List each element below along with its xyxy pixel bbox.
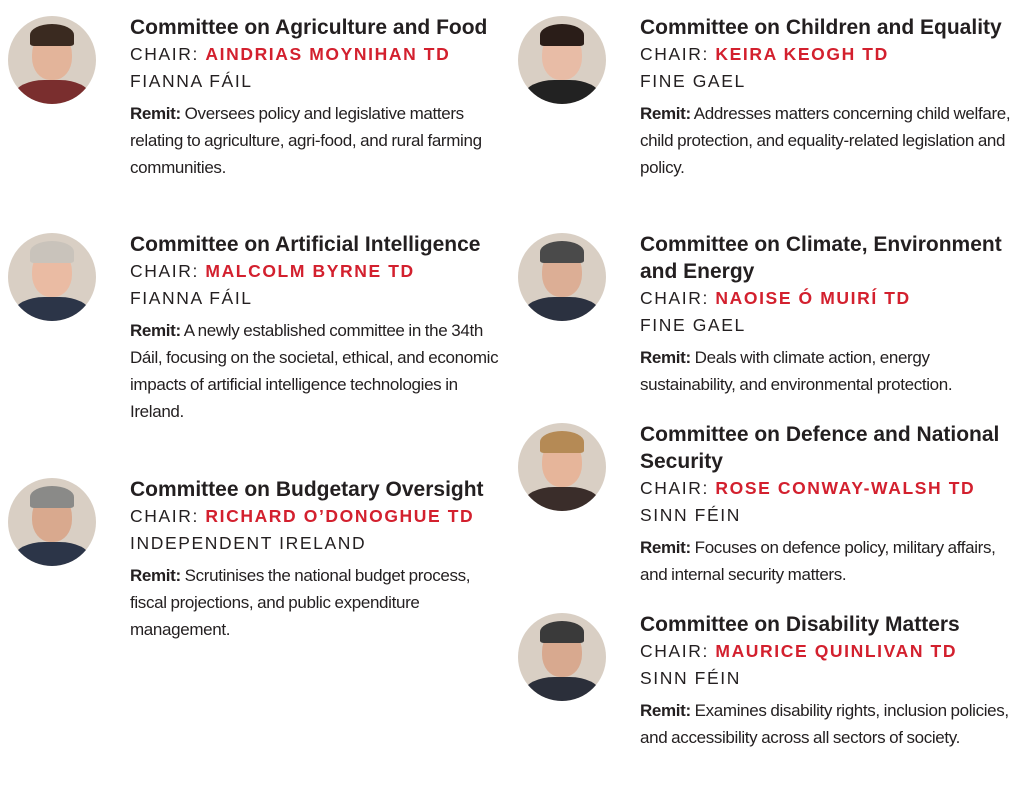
- committee-entry: Committee on Defence and National Securi…: [518, 421, 1020, 588]
- remit: Remit: Focuses on defence policy, milita…: [640, 534, 1020, 588]
- remit-text: Oversees policy and legislative matters …: [130, 104, 482, 177]
- chair-photo: [518, 233, 606, 321]
- remit: Remit: Addresses matters concerning chil…: [640, 100, 1020, 181]
- remit-text: Deals with climate action, energy sustai…: [640, 348, 953, 394]
- chair-photo: [518, 613, 606, 701]
- remit-label: Remit:: [130, 104, 181, 123]
- committee-entry: Committee on Artificial Intelligence CHA…: [8, 231, 510, 425]
- party: SINN FÉIN: [640, 668, 741, 688]
- chair-line: CHAIR: RICHARD O’DONOGHUE TD: [130, 503, 510, 530]
- chair-line: CHAIR: MAURICE QUINLIVAN TD: [640, 638, 1020, 665]
- remit-text: Focuses on defence policy, military affa…: [640, 538, 996, 584]
- chair-photo: [8, 478, 96, 566]
- committee-entry: Committee on Disability Matters CHAIR: M…: [518, 611, 1020, 751]
- committee-title: Committee on Budgetary Oversight: [130, 478, 484, 501]
- remit-label: Remit:: [640, 701, 691, 720]
- chair-label: CHAIR:: [130, 506, 199, 526]
- remit-label: Remit:: [640, 104, 691, 123]
- party: FINE GAEL: [640, 71, 746, 91]
- chair-photo: [8, 233, 96, 321]
- remit-label: Remit:: [130, 321, 181, 340]
- remit-text: Scrutinises the national budget process,…: [130, 566, 471, 639]
- chair-name: AINDRIAS MOYNIHAN TD: [205, 44, 451, 64]
- chair-line: CHAIR: KEIRA KEOGH TD: [640, 41, 1020, 68]
- committee-entry: Committee on Agriculture and Food CHAIR:…: [8, 14, 510, 181]
- committee-title: Committee on Disability Matters: [640, 613, 960, 636]
- committee-title: Committee on Agriculture and Food: [130, 16, 488, 39]
- remit-label: Remit:: [640, 538, 691, 557]
- chair-name: NAOISE Ó MUIRÍ TD: [715, 288, 911, 308]
- chair-name: MAURICE QUINLIVAN TD: [715, 641, 958, 661]
- party: FIANNA FÁIL: [130, 288, 253, 308]
- chair-label: CHAIR:: [130, 261, 199, 281]
- committee-title: Committee on Artificial Intelligence: [130, 233, 481, 256]
- committee-entry: Committee on Children and Equality CHAIR…: [518, 14, 1020, 181]
- committee-entry: Committee on Budgetary Oversight CHAIR: …: [8, 476, 510, 643]
- party: FIANNA FÁIL: [130, 71, 253, 91]
- party: INDEPENDENT IRELAND: [130, 533, 367, 553]
- chair-photo: [8, 16, 96, 104]
- chair-name: KEIRA KEOGH TD: [715, 44, 889, 64]
- remit: Remit: Deals with climate action, energy…: [640, 344, 1020, 398]
- chair-label: CHAIR:: [130, 44, 199, 64]
- chair-photo: [518, 423, 606, 511]
- chair-name: MALCOLM BYRNE TD: [205, 261, 415, 281]
- chair-line: CHAIR: ROSE CONWAY-WALSH TD: [640, 475, 1020, 502]
- chair-label: CHAIR:: [640, 288, 709, 308]
- chair-label: CHAIR:: [640, 641, 709, 661]
- party: SINN FÉIN: [640, 505, 741, 525]
- chair-line: CHAIR: AINDRIAS MOYNIHAN TD: [130, 41, 510, 68]
- chair-name: ROSE CONWAY-WALSH TD: [715, 478, 976, 498]
- chair-line: CHAIR: NAOISE Ó MUIRÍ TD: [640, 285, 1020, 312]
- remit: Remit: Oversees policy and legislative m…: [130, 100, 510, 181]
- committee-entry: Committee on Climate, Environment and En…: [518, 231, 1020, 398]
- remit: Remit: A newly established committee in …: [130, 317, 510, 425]
- party: FINE GAEL: [640, 315, 746, 335]
- chair-photo: [518, 16, 606, 104]
- remit-text: A newly established committee in the 34t…: [130, 321, 499, 421]
- remit-label: Remit:: [130, 566, 181, 585]
- remit: Remit: Scrutinises the national budget p…: [130, 562, 510, 643]
- remit-text: Addresses matters concerning child welfa…: [640, 104, 1011, 177]
- chair-line: CHAIR: MALCOLM BYRNE TD: [130, 258, 510, 285]
- remit: Remit: Examines disability rights, inclu…: [640, 697, 1020, 751]
- committee-title: Committee on Children and Equality: [640, 16, 1002, 39]
- chair-name: RICHARD O’DONOGHUE TD: [205, 506, 475, 526]
- committee-title: Committee on Climate, Environment and En…: [640, 233, 1002, 283]
- chair-label: CHAIR:: [640, 478, 709, 498]
- chair-label: CHAIR:: [640, 44, 709, 64]
- committee-title: Committee on Defence and National Securi…: [640, 423, 1000, 473]
- remit-label: Remit:: [640, 348, 691, 367]
- remit-text: Examines disability rights, inclusion po…: [640, 701, 1009, 747]
